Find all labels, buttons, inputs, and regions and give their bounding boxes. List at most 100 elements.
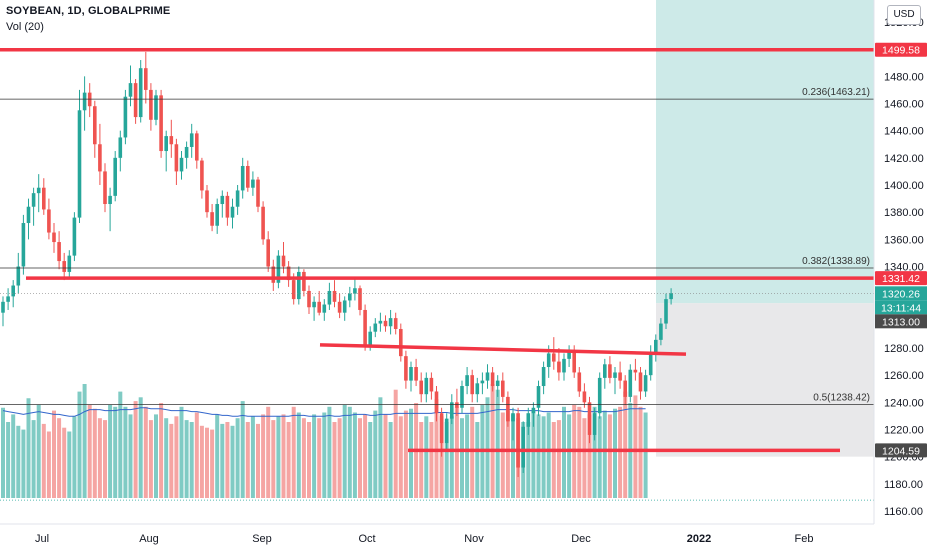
candle [414,358,418,387]
candle-body [159,95,163,152]
candle-body [444,418,449,444]
candle [597,372,602,419]
candle [210,204,214,232]
volume-bar [286,422,291,498]
candle [399,323,403,362]
currency-button[interactable]: USD [887,5,921,25]
candle [82,76,87,131]
volume-bar [444,422,449,498]
candle-body [57,242,61,262]
candle-body [577,372,582,392]
volume-bar [67,431,72,498]
candle-body [552,353,556,362]
candle-body [123,96,128,138]
candle-body [174,144,179,172]
candle-body [480,380,485,384]
candle [302,269,306,297]
candle [11,280,15,308]
candle-body [409,367,413,381]
volume-bar [623,391,628,498]
volume-indicator-label[interactable]: Vol (20) [6,21,44,33]
candle [439,407,444,457]
candle [322,299,327,321]
volume-bar [347,406,352,498]
candle [511,407,515,441]
x-tick-label: Jul [35,533,49,545]
candle [552,337,556,370]
candle-body [501,380,505,397]
candle [179,151,184,180]
current-price-label: 13:11:44 [875,300,927,315]
level-label-top-bg [875,42,927,57]
volume-bar [154,414,158,498]
candle [501,372,505,403]
volume-bar [133,401,138,498]
candle-body [286,266,291,281]
candle-body [638,372,643,392]
volume-bar [393,389,398,498]
candle-body [546,353,551,368]
candle-body [506,396,510,422]
candle [495,375,500,397]
volume-bar [276,416,281,498]
candle-body [210,212,214,226]
volume-bar [403,410,408,498]
level-label-bottom: 1204.59 [875,443,927,458]
candle [138,60,143,123]
candle-body [342,300,347,313]
candle-body [618,372,622,381]
candle [21,214,26,275]
candle [77,89,82,224]
candle [189,123,194,158]
current-price-label-bg [875,286,927,301]
volume-bar [103,420,107,498]
candle [557,348,561,381]
candle [16,252,21,294]
candle [332,280,337,308]
candle-body [322,304,327,313]
candle [669,288,673,305]
candle [536,380,541,416]
candle-body [312,301,316,308]
candle-body [36,187,41,194]
candle [358,285,362,316]
candle-body [511,413,515,422]
volume-bar [536,414,541,498]
candle [582,383,587,408]
candle-body [455,402,459,408]
y-tick-label: 1340.00 [884,262,924,274]
trend-line[interactable] [319,343,687,356]
candle [378,312,383,332]
x-tick-label: Oct [358,533,375,545]
candle-body [434,391,439,414]
volume-bar [592,406,597,498]
candle-body [536,386,541,408]
candle-body [77,110,82,218]
candle [36,174,41,213]
candle-body [1,301,5,313]
candle [429,372,434,400]
candle-body [235,190,240,207]
candle [154,89,158,126]
volume-bar [388,422,393,498]
candle [205,185,209,218]
y-tick-label: 1260.00 [884,370,924,382]
volume-bar [597,416,602,498]
volume-bar [62,427,67,498]
candle [603,358,607,389]
candle [317,290,321,316]
candle-body [113,157,117,196]
candle-body [562,358,566,373]
volume-bar [225,422,230,498]
volume-bar [72,416,77,498]
candle-body [557,361,561,373]
candle-body [16,266,21,286]
candle-body [256,179,260,207]
candle-body [414,367,418,381]
candle [664,293,668,329]
candle [118,130,123,172]
volume-bar [618,406,623,498]
volume-bar [587,414,592,498]
candle [521,421,525,473]
